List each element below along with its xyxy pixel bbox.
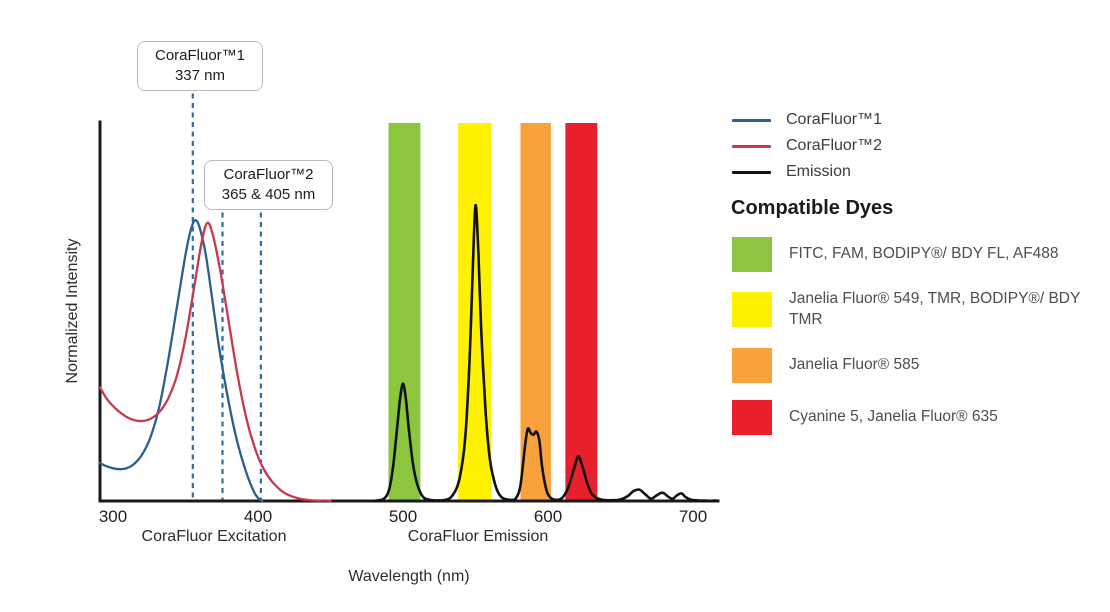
annotation-box-corafluor2: CoraFluor™2 365 & 405 nm — [204, 160, 333, 210]
series-curve-2 — [98, 221, 332, 503]
emission-band — [565, 123, 598, 501]
dye-color-swatch — [732, 347, 772, 383]
legend-item: CoraFluor™2 — [732, 133, 882, 159]
x-tick-label: 700 — [678, 507, 708, 526]
annotation-value: 365 & 405 nm — [221, 185, 316, 203]
annotation-title: CoraFluor™1 — [154, 47, 246, 64]
dye-color-swatch — [732, 237, 772, 272]
legend-item: CoraFluor™1 — [732, 107, 882, 133]
dye-item-label: Janelia Fluor® 585 — [789, 355, 920, 373]
x-tick-label: 400 — [243, 507, 273, 526]
emission-band — [388, 123, 421, 501]
dye-item-label: Cyanine 5, Janelia Fluor® 635 — [789, 407, 998, 425]
dye-color-swatch — [732, 292, 772, 328]
dye-item: Cyanine 5, Janelia Fluor® 635 — [732, 399, 1094, 435]
dye-item-label: FITC, FAM, BODIPY®/ BDY FL, AF488 — [789, 245, 1059, 263]
compatible-dyes-list: FITC, FAM, BODIPY®/ BDY FL, AF488 Janeli… — [732, 237, 1094, 452]
x-tick-label: 600 — [533, 507, 563, 526]
emission-band — [458, 123, 492, 501]
legend-item-label: CoraFluor™2 — [786, 137, 883, 154]
x-section-label-emission: CoraFluor Emission — [407, 528, 549, 545]
legend-item-label: CoraFluor™1 — [786, 111, 883, 128]
legend-line-swatch — [732, 144, 771, 148]
legend: CoraFluor™1 CoraFluor™2 Emission — [732, 107, 882, 185]
legend-line-swatch — [732, 170, 771, 174]
dye-item: FITC, FAM, BODIPY®/ BDY FL, AF488 — [732, 237, 1094, 272]
x-section-label-excitation: CoraFluor Excitation — [141, 528, 287, 545]
dye-color-swatch — [732, 399, 772, 435]
y-axis-label: Normalized Intensity — [64, 238, 81, 384]
legend-item: Emission — [732, 159, 882, 185]
x-axis-label: Wavelength (nm) — [348, 568, 470, 585]
compatible-dyes-heading: Compatible Dyes — [731, 197, 894, 219]
dye-item: Janelia Fluor® 585 — [732, 347, 1094, 383]
x-tick-label: 500 — [388, 507, 418, 526]
annotation-title: CoraFluor™2 — [223, 166, 314, 183]
legend-line-swatch — [732, 118, 771, 122]
dye-item-label: Janelia Fluor® 549, TMR, BODIPY®/ BDY TM… — [789, 290, 1081, 328]
dye-item: Janelia Fluor® 549, TMR, BODIPY®/ BDY TM… — [732, 289, 1094, 331]
x-tick-label: 300 — [98, 507, 128, 526]
annotation-value: 337 nm — [174, 66, 226, 84]
series-curve-3 — [372, 204, 719, 503]
legend-item-label: Emission — [786, 163, 851, 180]
series-curve-1 — [98, 219, 264, 503]
annotation-box-corafluor1: CoraFluor™1 337 nm — [137, 41, 263, 91]
